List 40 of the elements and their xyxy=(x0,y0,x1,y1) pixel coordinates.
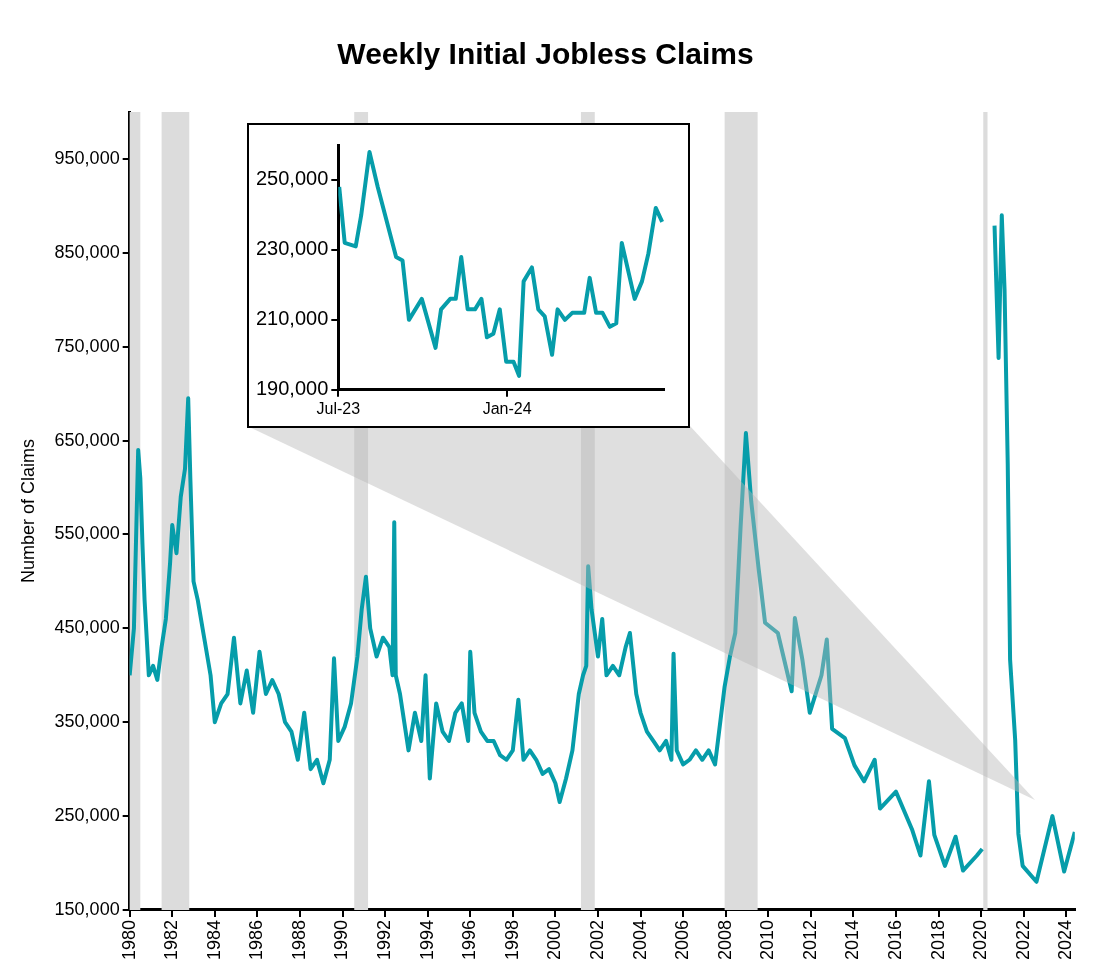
y-tick-label: 250,000 xyxy=(256,167,329,190)
x-tick-label: 1984 xyxy=(203,919,224,960)
y-tick-label: 950,000 xyxy=(54,147,120,168)
x-tick-label: 1992 xyxy=(374,919,395,960)
x-tick-label: 2010 xyxy=(757,919,778,960)
x-tick-label: Jan-24 xyxy=(482,399,532,417)
x-tick-label: 2006 xyxy=(672,919,693,960)
x-tick-label: 2000 xyxy=(544,919,565,960)
x-tick-label: Jul-23 xyxy=(316,399,361,417)
x-tick-label: 2008 xyxy=(714,919,735,960)
y-tick-label: 230,000 xyxy=(256,237,329,260)
x-tick-label: 2002 xyxy=(586,919,607,960)
y-axis-title: Number of Claims xyxy=(17,438,38,583)
y-tick-label: 750,000 xyxy=(54,335,120,356)
y-tick-label: 150,000 xyxy=(54,898,120,919)
y-tick-label: 350,000 xyxy=(54,711,120,732)
chart-title: Weekly Initial Jobless Claims xyxy=(337,37,754,71)
x-tick-label: 1994 xyxy=(416,919,437,960)
y-tick-label: 850,000 xyxy=(54,241,120,262)
x-tick-label: 2004 xyxy=(629,919,650,960)
x-tick-label: 1996 xyxy=(459,919,480,960)
y-tick-label: 550,000 xyxy=(54,523,120,544)
x-tick-label: 2024 xyxy=(1055,919,1076,960)
y-tick-label: 250,000 xyxy=(54,805,120,826)
x-tick-label: 1980 xyxy=(118,919,139,960)
x-tick-label: 2022 xyxy=(1012,919,1033,960)
x-tick-label: 1986 xyxy=(246,919,267,960)
x-tick-label: 2012 xyxy=(799,919,820,960)
x-tick-label: 2014 xyxy=(842,919,863,960)
x-tick-label: 1982 xyxy=(161,919,182,960)
y-tick-label: 210,000 xyxy=(256,307,329,330)
y-tick-label: 190,000 xyxy=(256,377,329,400)
y-tick-label: 450,000 xyxy=(54,617,120,638)
y-tick-label: 650,000 xyxy=(54,429,120,450)
x-tick-label: 1988 xyxy=(288,919,309,960)
x-tick-label: 1990 xyxy=(331,919,352,960)
x-tick-label: 2018 xyxy=(927,919,948,960)
x-tick-label: 2020 xyxy=(970,919,991,960)
x-tick-label: 1998 xyxy=(501,919,522,960)
x-tick-label: 2016 xyxy=(884,919,905,960)
